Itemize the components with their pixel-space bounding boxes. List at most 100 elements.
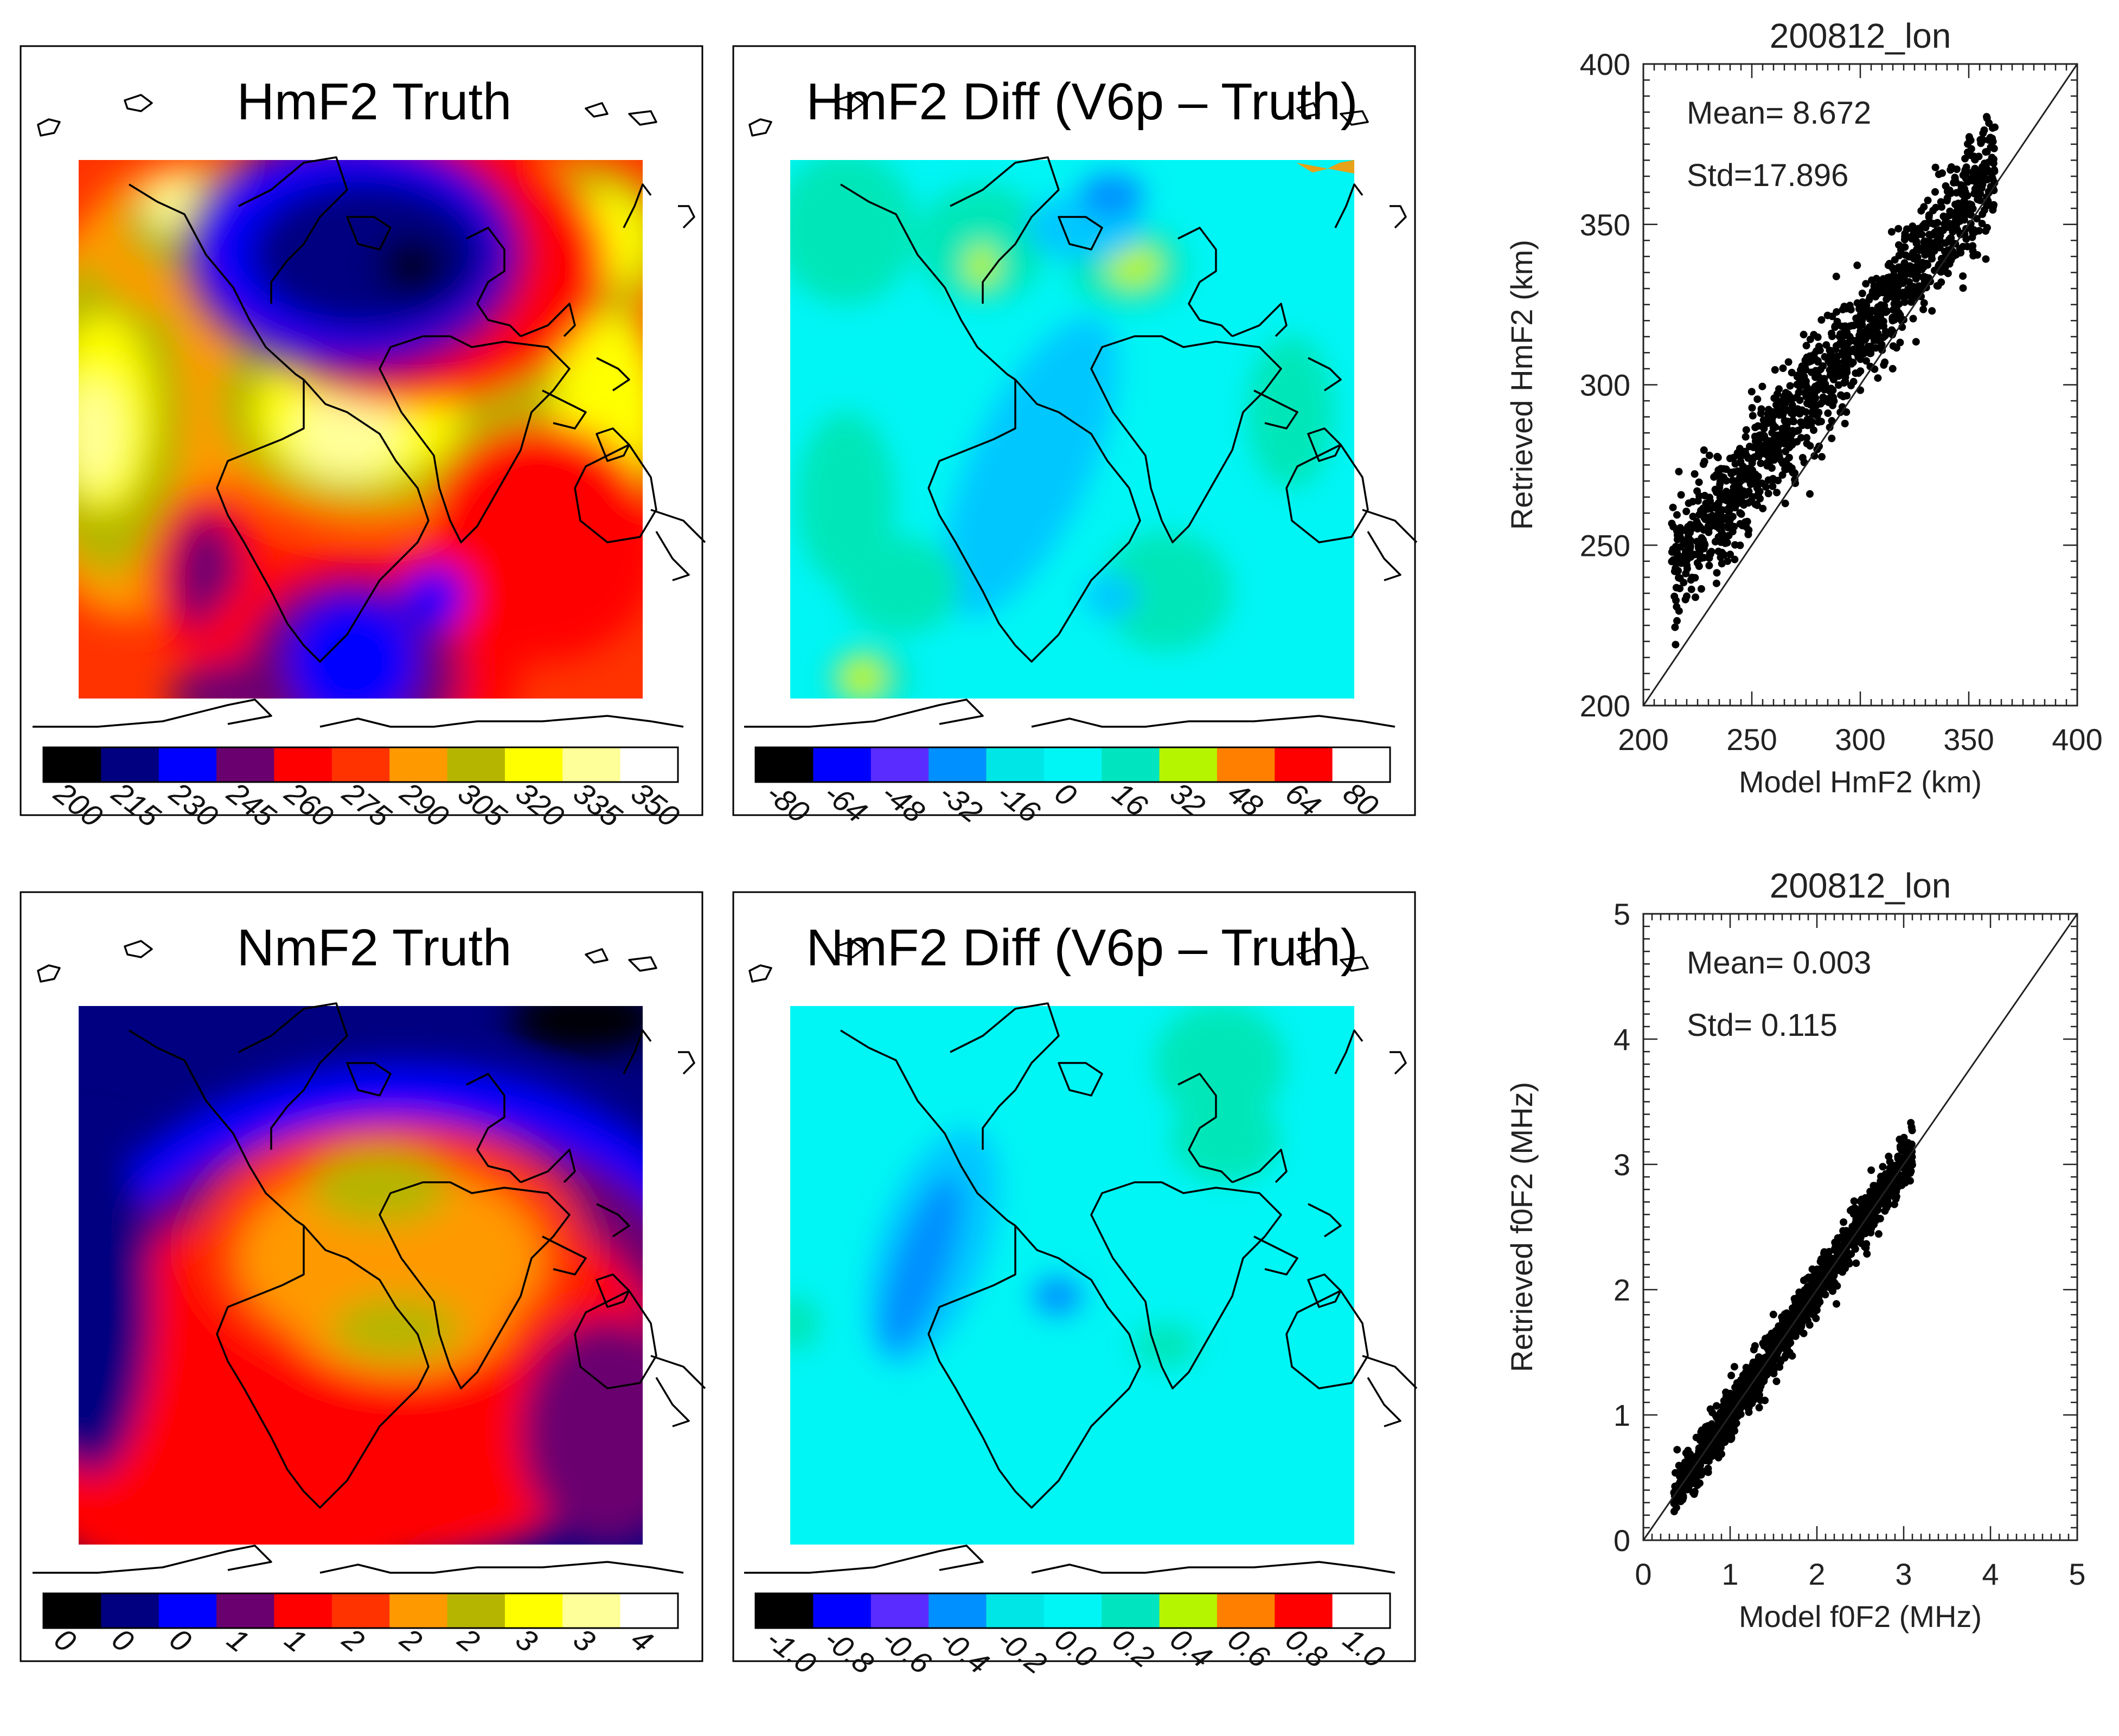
colorbar — [754, 1592, 1391, 1629]
scatter-point — [1803, 399, 1811, 407]
scatter-point — [1900, 272, 1908, 280]
scatter-point — [1990, 187, 1998, 194]
scatter-point — [1701, 1450, 1709, 1458]
scatter-point — [1714, 466, 1723, 474]
scatter-point — [1769, 1310, 1777, 1318]
scatter-point — [1797, 1296, 1806, 1304]
scatter-point — [1814, 358, 1822, 366]
scatter-point — [1672, 597, 1680, 605]
scatter-point — [1768, 464, 1776, 472]
scatter-point — [1755, 1404, 1763, 1412]
scatter-point — [1681, 595, 1689, 604]
scatter-point — [1758, 382, 1766, 390]
scatter-point — [1955, 203, 1963, 211]
colorbar-swatch — [158, 747, 217, 782]
scatter-point — [1705, 561, 1713, 569]
y-axis-label: Retrieved HmF2 (km) — [1505, 240, 1539, 530]
scatter-point — [1803, 383, 1811, 391]
scatter-point — [1881, 286, 1890, 294]
scatter-point — [1967, 211, 1975, 219]
scatter-point — [1669, 545, 1677, 553]
scatter-point — [1894, 1182, 1903, 1190]
scatter-point — [1673, 527, 1681, 535]
scatter-point — [1889, 306, 1897, 314]
scatter-point — [1863, 1205, 1871, 1213]
scatter-point — [1897, 246, 1905, 254]
scatter-point — [1862, 280, 1870, 288]
stat-mean: Mean= 0.003 — [1687, 945, 1871, 981]
scatter-point — [1965, 133, 1973, 141]
scatter-point — [1935, 170, 1943, 178]
colorbar-swatch — [331, 1593, 390, 1628]
scatter-point — [1809, 410, 1817, 418]
scatter-point — [1744, 1365, 1752, 1373]
scatter-point — [1686, 544, 1694, 552]
scatter-point — [1746, 481, 1755, 488]
scatter-point — [1722, 1393, 1730, 1401]
colorbar-swatch — [562, 747, 621, 782]
scatter-point — [1831, 323, 1839, 331]
scatter-point — [1729, 528, 1737, 536]
scatter-point — [1677, 559, 1685, 567]
scatter-point — [1753, 501, 1761, 509]
scatter-point — [1849, 336, 1857, 344]
scatter-point — [1779, 364, 1787, 372]
scatter-point — [1874, 374, 1882, 382]
reference-line — [1642, 913, 2078, 1541]
scatter-title: 200812_lon — [1770, 16, 1951, 55]
scatter-point — [1731, 555, 1739, 563]
scatter-point — [1852, 369, 1860, 377]
scatter-point — [1897, 265, 1905, 273]
scatter-point — [1810, 452, 1819, 460]
scatter-point — [1743, 466, 1751, 475]
scatter-point — [1943, 194, 1951, 202]
scatter-point — [1751, 424, 1759, 432]
scatter-point — [1725, 1421, 1733, 1429]
colorbar-swatch — [620, 1593, 678, 1628]
scatter-point — [1683, 565, 1691, 573]
scatter-point — [1705, 528, 1713, 536]
scatter-point — [1731, 490, 1739, 498]
scatter-point — [1836, 330, 1845, 338]
scatter-point — [1727, 1434, 1736, 1442]
scatter-point — [1775, 452, 1783, 460]
scatter-point — [1979, 163, 1986, 171]
scatter-point — [1724, 557, 1732, 565]
scatter-point — [1829, 358, 1838, 366]
panel-hmf2-truth: HmF2 Truth 20021523024526027529030532033… — [20, 45, 706, 834]
scatter-point — [1719, 490, 1727, 498]
scatter-point — [1700, 508, 1708, 516]
scatter-point — [1905, 278, 1913, 286]
scatter-point — [1784, 358, 1792, 366]
colorbar-swatch — [929, 747, 987, 782]
scatter-point — [1729, 476, 1737, 484]
scatter-point — [1731, 541, 1739, 549]
scatter-point — [1761, 1397, 1769, 1405]
y-tick-label: 2 — [1614, 1273, 1630, 1307]
scatter-point — [1893, 312, 1901, 319]
scatter-point — [1888, 364, 1897, 373]
scatter-point — [1706, 1405, 1714, 1413]
scatter-point — [1914, 259, 1922, 267]
y-tick-label: 1 — [1614, 1398, 1630, 1432]
scatter-point — [1673, 603, 1681, 611]
scatter-point — [1952, 165, 1961, 174]
scatter-point — [1971, 164, 1979, 172]
scatter-point — [1894, 283, 1902, 291]
scatter-point — [1841, 346, 1849, 354]
scatter-point — [1845, 1230, 1853, 1238]
scatter-point — [1722, 465, 1730, 473]
scatter-point — [1741, 499, 1749, 508]
y-tick-label: 5 — [1614, 897, 1630, 931]
scatter-point — [1919, 305, 1928, 313]
x-tick-label: 350 — [1943, 722, 1994, 757]
colorbar-swatch — [43, 747, 101, 782]
scatter-point — [1827, 370, 1835, 378]
scatter-point — [1673, 1446, 1681, 1454]
scatter-point — [1961, 155, 1969, 163]
colorbar-swatch — [1159, 747, 1218, 782]
scatter-point — [1895, 251, 1903, 259]
scatter-point — [1849, 377, 1858, 386]
scatter-point — [1910, 293, 1918, 302]
scatter-point — [1935, 262, 1943, 270]
